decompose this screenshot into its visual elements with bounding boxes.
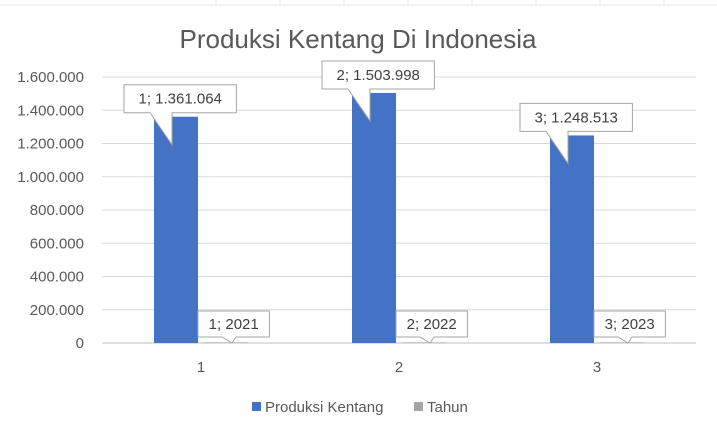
bar-tahun <box>204 342 248 343</box>
x-axis-tick-labels: 1 2 3 <box>197 359 601 376</box>
data-label-text: 3; 2023 <box>605 316 655 333</box>
y-axis-tick-labels: 0 200.000 400.000 600.000 800.000 1.000.000 1.… <box>17 69 84 352</box>
data-label-callout: 1; 2021 <box>197 310 270 344</box>
data-labels: 1; 1.361.064 1; 2021 2; 1.503.998 2; 2022 3;… <box>123 60 666 344</box>
data-label-callout: 3; 2023 <box>593 310 666 344</box>
legend: Produksi Kentang Tahun <box>252 399 468 416</box>
x-tick-label: 2 <box>395 359 403 376</box>
bar-produksi-kentang <box>352 92 396 344</box>
y-tick-label: 1.000.000 <box>17 169 84 186</box>
y-tick-label: 1.600.000 <box>17 69 84 86</box>
spreadsheet-gridlines <box>0 0 717 6</box>
bar-tahun <box>600 342 644 343</box>
legend-label-produksi-kentang: Produksi Kentang <box>265 399 383 416</box>
bar-produksi-kentang <box>154 116 198 343</box>
data-label-callout: 1; 1.361.064 <box>123 84 237 147</box>
y-tick-label: 800.000 <box>30 202 84 219</box>
y-tick-label: 1.200.000 <box>17 136 84 153</box>
legend-label-tahun: Tahun <box>427 399 468 416</box>
bar-tahun <box>402 342 446 343</box>
y-tick-label: 600.000 <box>30 235 84 252</box>
x-tick-label: 1 <box>197 359 205 376</box>
x-tick-label: 3 <box>593 359 601 376</box>
bar-produksi-kentang <box>550 135 594 343</box>
data-label-text: 1; 1.361.064 <box>138 91 221 108</box>
y-tick-label: 0 <box>76 335 84 352</box>
data-label-text: 2; 2022 <box>407 316 457 333</box>
data-label-text: 3; 1.248.513 <box>534 109 617 126</box>
data-label-callout: 2; 2022 <box>395 310 468 344</box>
y-tick-label: 200.000 <box>30 302 84 319</box>
bars <box>154 92 644 344</box>
data-label-text: 2; 1.503.998 <box>336 67 419 84</box>
legend-swatch-tahun <box>414 402 423 411</box>
y-tick-label: 1.400.000 <box>17 102 84 119</box>
chart-title: Produksi Kentang Di Indonesia <box>179 24 537 54</box>
data-label-text: 1; 2021 <box>209 316 259 333</box>
data-label-callout: 3; 1.248.513 <box>519 102 633 166</box>
data-label-callout: 2; 1.503.998 <box>321 60 435 123</box>
y-tick-label: 400.000 <box>30 269 84 286</box>
legend-swatch-produksi-kentang <box>252 402 261 411</box>
